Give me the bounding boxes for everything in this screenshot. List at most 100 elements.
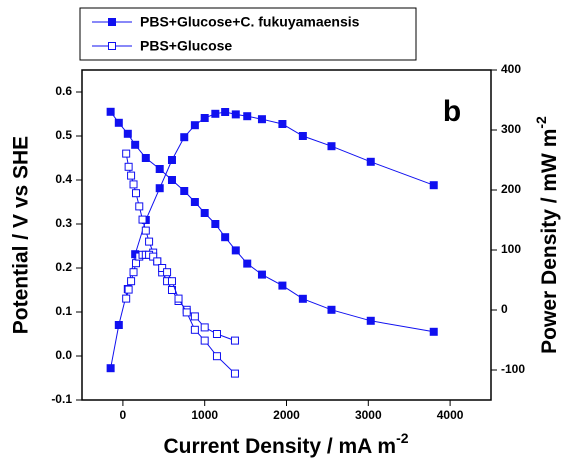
marker — [114, 321, 123, 329]
series-line — [110, 111, 434, 369]
marker — [366, 157, 375, 166]
marker — [243, 259, 252, 268]
marker — [221, 108, 230, 116]
marker — [180, 187, 189, 195]
marker — [327, 305, 336, 314]
marker — [429, 327, 438, 336]
series-line — [125, 153, 236, 342]
marker — [163, 268, 172, 277]
marker — [106, 107, 115, 116]
y-tick-label: 0.5 — [55, 128, 72, 142]
marker — [167, 156, 176, 164]
marker — [182, 308, 191, 317]
y2-axis-label: Power Density / mW m-2 — [533, 116, 561, 354]
marker — [141, 154, 150, 162]
marker — [190, 325, 199, 334]
x-tick-label: 1000 — [191, 408, 218, 422]
y2-tick-label: -100 — [501, 362, 525, 376]
marker — [278, 120, 287, 128]
y-axis-label: Potential / V vs SHE — [10, 136, 33, 334]
marker — [327, 142, 336, 151]
marker — [131, 140, 140, 149]
y-tick-label: 0.0 — [55, 348, 72, 362]
marker — [200, 114, 209, 122]
marker — [145, 237, 154, 246]
y2-tick-label: 400 — [501, 62, 521, 76]
y-tick-label: 0.2 — [55, 260, 72, 274]
legend-label: PBS+Glucose+C. fukuyamaensis — [140, 14, 360, 30]
marker — [366, 316, 375, 325]
marker — [153, 257, 162, 266]
y2-tick-label: 100 — [501, 242, 521, 256]
legend-marker — [108, 18, 116, 26]
marker — [190, 121, 199, 130]
marker — [211, 109, 220, 118]
y-tick-label: 0.3 — [55, 216, 72, 230]
marker — [167, 277, 176, 286]
marker — [158, 264, 167, 272]
marker — [230, 336, 239, 345]
marker — [106, 364, 115, 373]
marker — [131, 259, 140, 268]
marker — [429, 181, 438, 190]
marker — [257, 270, 266, 279]
marker — [221, 233, 230, 242]
y2-axis-label-text: Power Density / mW m — [538, 129, 561, 354]
x-tick-label: 0 — [120, 408, 127, 422]
marker — [155, 165, 164, 173]
marker — [174, 294, 183, 303]
marker — [141, 226, 150, 235]
marker — [180, 133, 189, 142]
marker — [278, 281, 287, 290]
marker — [200, 209, 209, 217]
marker — [200, 323, 209, 332]
marker — [257, 115, 266, 124]
marker — [243, 112, 252, 121]
plot-frame — [81, 69, 492, 401]
marker — [129, 180, 138, 189]
x-axis-label-sup: -2 — [396, 430, 409, 446]
marker — [138, 215, 147, 224]
marker — [211, 220, 220, 228]
x-axis-label: Current Density / mA m-2 — [163, 430, 408, 458]
marker — [135, 202, 144, 211]
marker — [231, 110, 240, 119]
x-axis-label-text: Current Density / mA m — [163, 435, 396, 458]
marker — [230, 369, 239, 378]
marker — [190, 198, 199, 206]
x-tick-label: 4000 — [437, 408, 464, 422]
marker — [127, 277, 136, 286]
marker — [212, 352, 221, 361]
annotation: b — [443, 95, 461, 128]
marker — [167, 176, 176, 184]
marker — [200, 336, 209, 345]
marker — [298, 294, 307, 303]
marker — [122, 294, 131, 303]
series-line — [110, 111, 434, 333]
marker — [155, 184, 164, 193]
marker — [131, 189, 140, 198]
y-tick-label: 0.6 — [55, 84, 72, 98]
y2-tick-label: 300 — [501, 122, 521, 136]
marker — [298, 132, 307, 140]
y2-tick-label: 0 — [501, 302, 508, 316]
marker — [231, 246, 240, 255]
x-tick-label: 2000 — [273, 408, 300, 422]
marker — [122, 149, 131, 158]
marker — [212, 330, 221, 338]
marker — [149, 252, 158, 261]
marker — [190, 312, 199, 321]
y-tick-label: -0.1 — [51, 392, 72, 406]
x-tick-label: 3000 — [355, 408, 382, 422]
marker — [123, 129, 132, 138]
y-tick-label: 0.4 — [55, 172, 72, 186]
y2-axis-label-sup: -2 — [533, 116, 549, 129]
marker — [127, 171, 136, 180]
marker — [124, 285, 133, 294]
y2-tick-label: 200 — [501, 182, 521, 196]
legend-label: PBS+Glucose — [140, 38, 232, 54]
marker — [129, 268, 138, 277]
y-tick-label: 0.1 — [55, 304, 72, 318]
legend-box — [79, 7, 417, 61]
